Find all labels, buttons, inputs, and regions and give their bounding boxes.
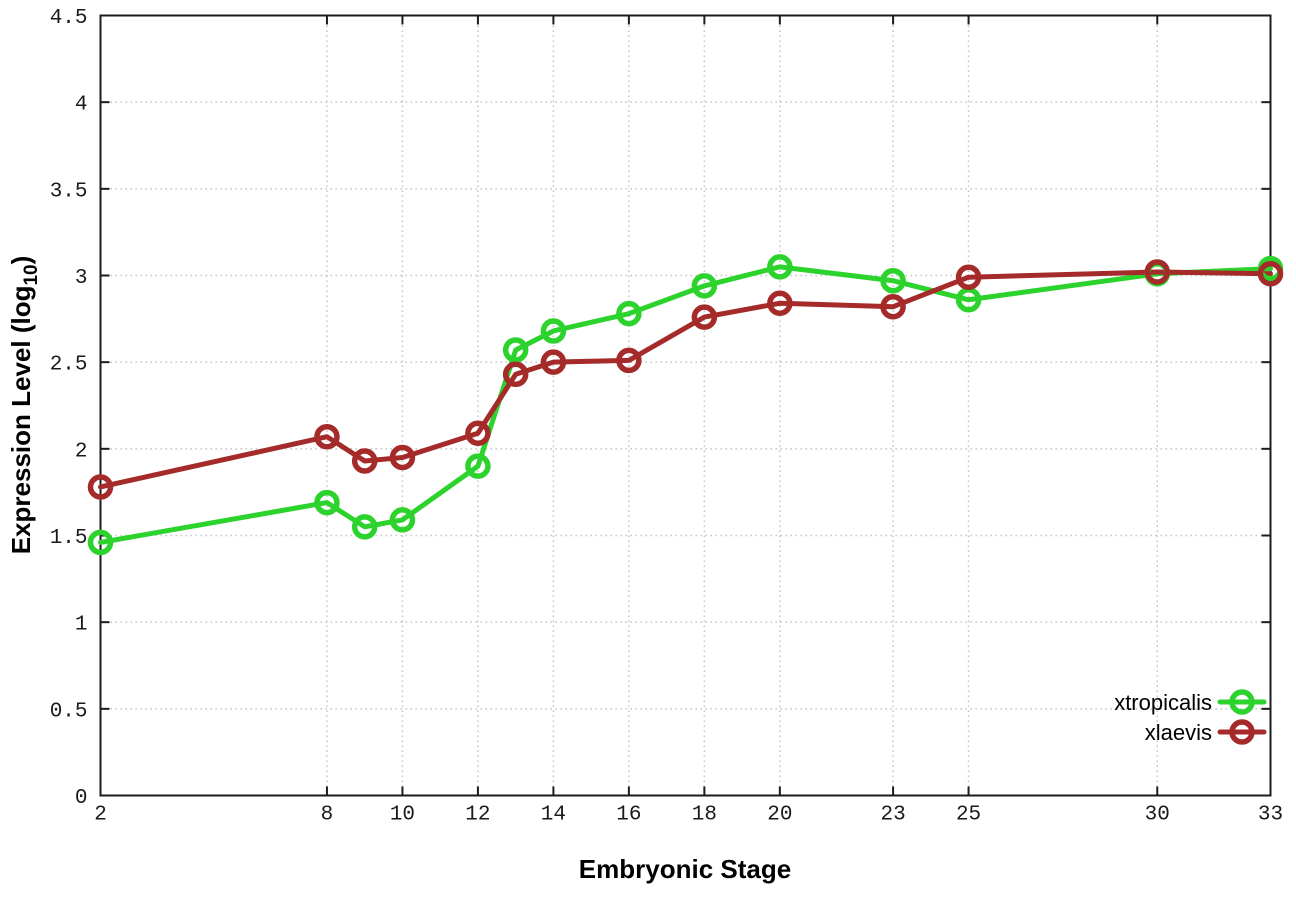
marker-xtropicalis (465, 453, 491, 479)
y-axis-title-close: ) (6, 256, 36, 265)
marker-xlaevis (691, 304, 718, 330)
marker-xlaevis (465, 420, 491, 446)
x-axis-tick-label: 23 (880, 804, 905, 827)
marker-xlaevis (955, 264, 982, 290)
marker-xtropicalis (880, 267, 906, 294)
marker-xlaevis (351, 448, 378, 474)
marker-xtropicalis (314, 489, 340, 516)
marker-xlaevis (1257, 261, 1284, 287)
x-axis-tick-label: 8 (321, 804, 334, 827)
y-axis-title-main: Expression Level (log (6, 286, 36, 555)
marker-xlaevis (880, 293, 906, 320)
marker-xtropicalis (540, 318, 567, 344)
marker-xlaevis (314, 423, 340, 450)
x-axis-title: Embryonic Stage (579, 854, 791, 884)
marker-xlaevis (1144, 259, 1171, 285)
y-axis-tick-label: 4 (75, 94, 88, 117)
y-axis-tick-label: 3.5 (50, 180, 88, 203)
marker-xlaevis (540, 349, 567, 375)
y-axis-tick-label: 1.5 (50, 527, 88, 550)
marker-xtropicalis (767, 254, 793, 280)
series-line-xlaevis (98, 269, 1273, 490)
marker-xtropicalis (502, 337, 529, 363)
y-axis-tick-label: 4.5 (50, 7, 88, 30)
y-axis-title: Expression Level (log10) (6, 256, 42, 555)
x-axis-tick-label: 14 (541, 804, 566, 827)
y-axis-tick-label: 3 (75, 267, 88, 290)
x-axis-tick-label: 16 (616, 804, 641, 827)
plot-content: 2 8 10 12 14 16 18 20 23 25 30 33 0 0.5 1 1.5 2 2.5 3 3.5 4 4… (50, 7, 1284, 827)
legend-label-xlaevis: xlaevis (1145, 720, 1212, 745)
y-axis-title-subscript: 10 (21, 264, 42, 285)
legend-marker-xlaevis (1229, 719, 1255, 745)
x-axis-tick-label: 30 (1145, 804, 1170, 827)
marker-xlaevis (389, 444, 416, 471)
legend-label-xtropicalis: xtropicalis (1114, 690, 1212, 715)
y-axis-tick-label: 1 (75, 614, 88, 637)
y-axis-tick-label: 0 (75, 787, 88, 810)
marker-xlaevis (767, 290, 793, 316)
marker-xlaevis (616, 347, 642, 374)
x-axis-tick-label: 33 (1258, 804, 1283, 827)
x-axis-tick-label: 20 (767, 804, 792, 827)
plot-border (99, 14, 1272, 797)
marker-xlaevis (87, 474, 114, 500)
x-axis-tick-label: 12 (465, 804, 490, 827)
marker-xtropicalis (389, 507, 416, 533)
y-axis-tick-label: 2.5 (50, 354, 88, 377)
series-line-xtropicalis (98, 264, 1273, 545)
legend-marker-xtropicalis (1229, 689, 1255, 715)
marker-xtropicalis (691, 273, 718, 299)
x-axis-tick-label: 25 (956, 804, 981, 827)
y-axis-tick-label: 2 (75, 440, 88, 463)
marker-xtropicalis (351, 514, 378, 540)
x-axis-tick-label: 10 (390, 804, 415, 827)
x-axis-tick-label: 2 (94, 804, 107, 827)
marker-xtropicalis (616, 300, 642, 327)
marker-xtropicalis (87, 529, 114, 556)
marker-xlaevis (502, 361, 529, 388)
y-axis-tick-label: 0.5 (50, 700, 88, 723)
x-axis-tick-label: 18 (692, 804, 717, 827)
